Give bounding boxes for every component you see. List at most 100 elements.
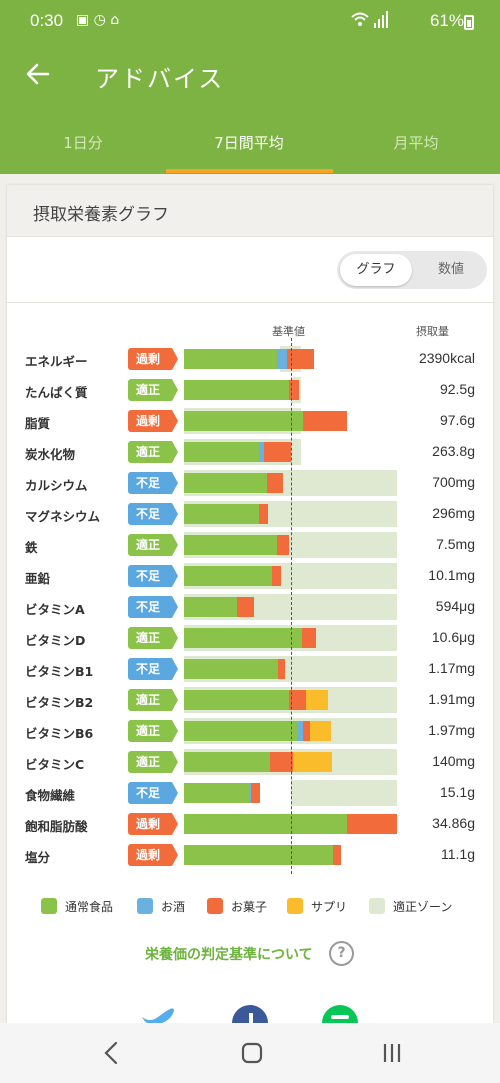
status-badge: 適正: [128, 689, 172, 711]
legend-label: サプリ: [311, 900, 348, 914]
bar-segment-normal_food: [184, 690, 290, 710]
status-badge: 適正: [128, 720, 172, 742]
nutrient-label: ビタミンD: [25, 633, 86, 648]
reference-header: 基準値: [272, 325, 305, 338]
back-arrow-icon[interactable]: [22, 58, 54, 90]
line-share-icon[interactable]: [322, 1003, 358, 1023]
bar-segment-alcohol: [258, 442, 264, 462]
bar-segment-normal_food: [184, 814, 347, 834]
status-badge: 適正: [128, 751, 172, 773]
amount-value: 700mg: [432, 474, 475, 490]
bar-segment-supplement: [292, 752, 333, 772]
nav-recent-apps-icon[interactable]: [380, 1041, 404, 1065]
status-badge: 不足: [128, 782, 172, 804]
nutrient-label: 飽和脂肪酸: [25, 819, 88, 834]
nutrient-label: ビタミンA: [25, 602, 85, 617]
bar-segment-normal_food: [184, 380, 290, 400]
amount-value: 1.17mg: [428, 660, 475, 676]
nutrient-label: ビタミンB1: [25, 664, 94, 679]
system-nav-bar: [0, 1023, 500, 1083]
legend-label: 通常食品: [65, 900, 114, 914]
bar-segment-normal_food: [184, 659, 278, 679]
bar-segment-normal_food: [184, 504, 259, 524]
bar-segment-normal_food: [184, 349, 277, 369]
status-badge: 適正: [128, 534, 172, 556]
amount-value: 34.86g: [432, 815, 475, 831]
amount-value: 10.6μg: [431, 629, 475, 645]
status-bar: 0:30 ▣ ◷ ⌂ 61%: [0, 0, 500, 42]
bar-segment-snack: [287, 349, 314, 369]
help-icon[interactable]: ?: [329, 941, 354, 966]
status-badge-arrow: [172, 472, 178, 494]
nutrient-label: ビタミンB2: [25, 695, 94, 710]
bar-segment-snack: [289, 380, 299, 400]
bar-segment-snack: [346, 814, 397, 834]
tab-one-day[interactable]: 1日分: [63, 134, 103, 152]
nutrient-label: マグネシウム: [25, 509, 101, 524]
nutrient-label: エネルギー: [25, 354, 88, 369]
status-badge-arrow: [172, 813, 178, 835]
app-bar: アドバイス: [0, 42, 500, 112]
bar-segment-normal_food: [184, 783, 249, 803]
bar-segment-alcohol: [248, 783, 252, 803]
bar-segment-snack: [302, 628, 317, 648]
amount-value: 11.1g: [441, 846, 475, 862]
status-badge-arrow: [172, 596, 178, 618]
status-badge-arrow: [172, 782, 178, 804]
value-view-button[interactable]: 数値: [437, 262, 464, 277]
bar-segment-normal_food: [184, 845, 334, 865]
tab-monthly-average[interactable]: 月平均: [393, 134, 439, 152]
bar-segment-snack: [251, 783, 260, 803]
legend-swatch: [369, 898, 385, 914]
status-badge-arrow: [172, 751, 178, 773]
status-badge-arrow: [172, 565, 178, 587]
status-badge: 過剰: [128, 348, 172, 370]
bar-segment-normal_food: [184, 411, 304, 431]
criteria-link[interactable]: 栄養価の判定基準について: [145, 947, 313, 963]
status-badge-arrow: [172, 658, 178, 680]
card-header: 摂取栄養素グラフ: [7, 185, 493, 237]
bar-segment-snack: [258, 504, 269, 524]
graph-view-button[interactable]: グラフ: [340, 254, 412, 286]
nutrient-label: ビタミンB6: [25, 726, 94, 741]
legend-label: お菓子: [231, 900, 268, 914]
bar-segment-snack: [289, 690, 307, 710]
legend-label: お酒: [161, 900, 186, 914]
tab-seven-day-average[interactable]: 7日間平均: [214, 134, 284, 152]
amount-value: 1.97mg: [428, 722, 475, 738]
facebook-share-icon[interactable]: [232, 1003, 268, 1023]
twitter-share-icon[interactable]: [140, 1003, 176, 1023]
bar-segment-snack: [270, 752, 293, 772]
bar-segment-normal_food: [184, 535, 277, 555]
status-badge: 不足: [128, 658, 172, 680]
status-badge-arrow: [172, 410, 178, 432]
amount-value: 7.5mg: [436, 536, 475, 552]
status-badge: 不足: [128, 596, 172, 618]
amount-value: 2390kcal: [418, 350, 475, 366]
status-time: 0:30: [30, 11, 64, 30]
period-tabs: 1日分 7日間平均 月平均: [0, 112, 500, 174]
legend-swatch: [137, 898, 153, 914]
status-badge-arrow: [172, 627, 178, 649]
legend-swatch: [41, 898, 57, 914]
status-badge-arrow: [172, 534, 178, 556]
wifi-signal-icon: [351, 11, 388, 28]
amount-value: 10.1mg: [428, 567, 475, 583]
battery-icon: [464, 15, 474, 30]
status-badge: 過剰: [128, 844, 172, 866]
nav-back-icon[interactable]: [100, 1039, 124, 1067]
bar-segment-snack: [277, 659, 286, 679]
nutrient-graph-card: 摂取栄養素グラフ グラフ 数値: [7, 185, 493, 1025]
amount-value: 97.6g: [439, 412, 475, 428]
proper-zone: [290, 780, 397, 806]
amount-value: 15.1g: [439, 784, 475, 800]
status-badge-arrow: [172, 720, 178, 742]
nutrient-label: 鉄: [25, 540, 38, 555]
notification-icons: ▣ ◷ ⌂: [76, 12, 120, 28]
bar-segment-alcohol: [296, 721, 304, 741]
legend-swatch: [287, 898, 303, 914]
divider: [7, 302, 493, 303]
bar-segment-snack: [272, 566, 281, 586]
nav-home-icon[interactable]: [240, 1041, 264, 1065]
